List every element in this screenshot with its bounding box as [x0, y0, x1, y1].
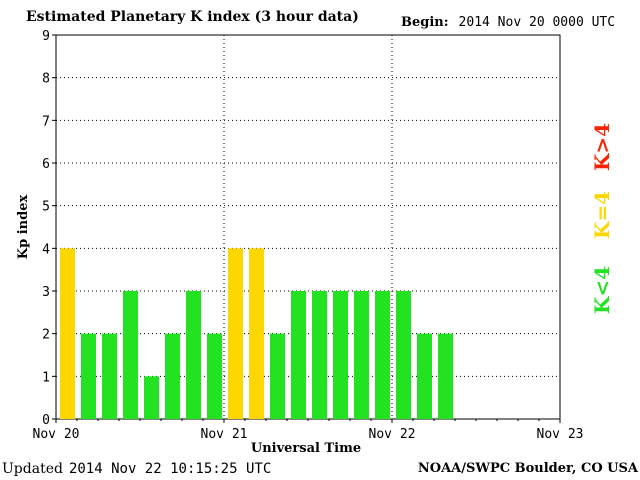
- kp-bar: [438, 333, 453, 419]
- y-tick-label: 4: [42, 242, 50, 257]
- y-tick-label: 8: [42, 72, 50, 87]
- legend-label: K>4: [590, 123, 614, 171]
- kp-bar: [207, 333, 222, 419]
- y-tick-label: 0: [42, 413, 50, 428]
- kp-bar: [81, 333, 96, 419]
- x-tick-label: Nov 20: [33, 427, 80, 442]
- x-axis-title: Universal Time: [251, 441, 361, 456]
- y-tick-label: 1: [42, 370, 50, 385]
- kp-bar: [228, 248, 243, 419]
- begin-time: Begin: 2014 Nov 20 0000 UTC: [401, 15, 615, 30]
- updated-time: Updated 2014 Nov 22 10:15:25 UTC: [2, 461, 271, 477]
- kp-bar: [186, 291, 201, 419]
- y-axis-title: Kp index: [16, 195, 31, 260]
- kp-bar: [249, 248, 264, 419]
- x-tick-label: Nov 21: [201, 427, 248, 442]
- kp-bar: [123, 291, 138, 419]
- plot-frame: [55, 34, 561, 420]
- legend-label: K=4: [590, 191, 614, 239]
- y-tick-label: 5: [42, 200, 50, 215]
- legend-label: K<4: [590, 266, 614, 314]
- y-tick-label: 6: [42, 157, 50, 172]
- y-tick-label: 2: [42, 328, 50, 343]
- kp-bar: [165, 333, 180, 419]
- kp-bar: [375, 291, 390, 419]
- y-tick-label: 7: [42, 114, 50, 129]
- kp-bar: [144, 376, 159, 419]
- kp-bar: [102, 333, 117, 419]
- kp-bar: [354, 291, 369, 419]
- begin-label: Begin:: [401, 15, 449, 30]
- y-tick-label: 3: [42, 285, 50, 300]
- updated-value: 2014 Nov 22 10:15:25 UTC: [68, 461, 272, 477]
- begin-value: 2014 Nov 20 0000 UTC: [458, 15, 616, 30]
- kp-bar: [270, 333, 285, 419]
- kp-bar: [312, 291, 327, 419]
- kp-bar: [333, 291, 348, 419]
- kp-bar: [60, 248, 75, 419]
- x-tick-label: Nov 22: [369, 427, 416, 442]
- kp-bar: [396, 291, 411, 419]
- credit-text: NOAA/SWPC Boulder, CO USA: [417, 461, 638, 476]
- y-tick-label: 9: [42, 29, 50, 44]
- chart-title: Estimated Planetary K index (3 hour data…: [26, 9, 359, 25]
- x-tick-label: Nov 23: [537, 427, 584, 442]
- kp-bar: [291, 291, 306, 419]
- kp-bar: [417, 333, 432, 419]
- updated-label: Updated: [2, 461, 63, 477]
